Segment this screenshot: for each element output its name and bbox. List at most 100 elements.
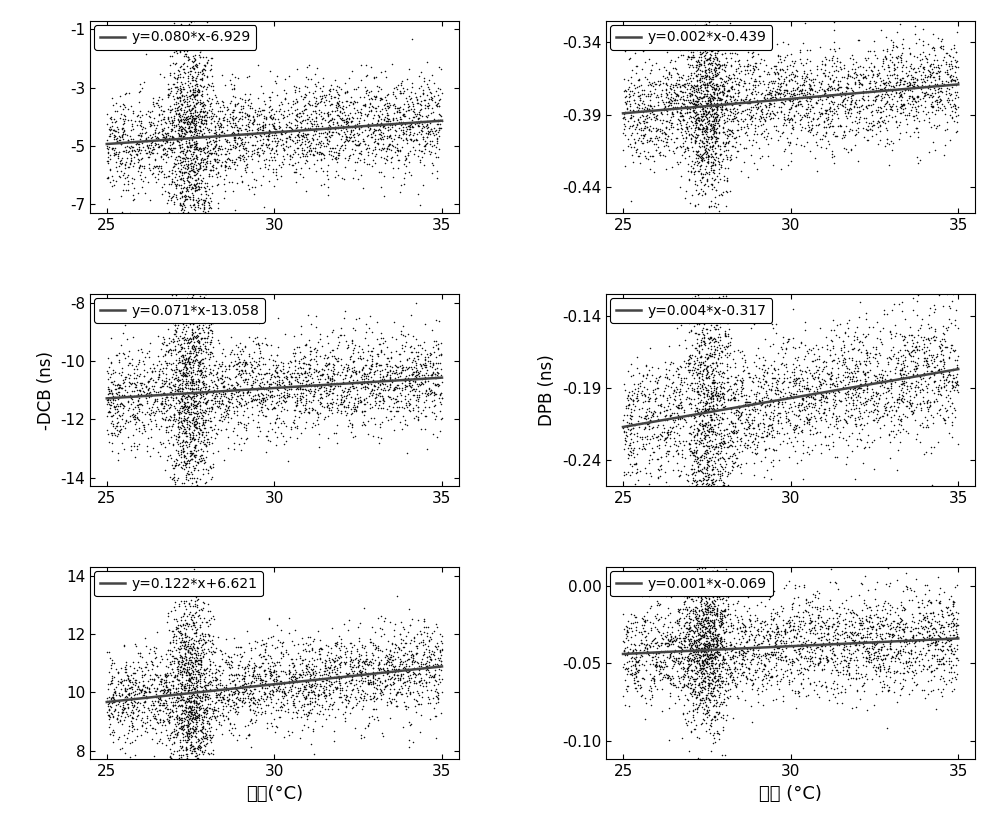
Point: [164, 486, 180, 499]
Point: [297, 401, 313, 414]
Point: [836, 340, 852, 354]
Point: [705, 276, 721, 290]
Point: [196, 663, 212, 676]
Point: [107, 422, 123, 435]
Point: [181, 673, 197, 686]
Point: [298, 154, 314, 167]
Point: [703, 108, 719, 121]
Point: [333, 395, 349, 408]
Point: [405, 735, 421, 749]
Point: [230, 640, 246, 653]
Point: [714, 72, 730, 85]
Point: [850, 121, 866, 134]
Point: [662, 635, 678, 648]
Point: [637, 631, 653, 644]
Point: [200, 642, 216, 656]
Point: [879, 642, 895, 656]
Point: [889, 102, 905, 115]
Point: [661, 444, 677, 457]
Point: [875, 115, 891, 129]
Point: [187, 421, 203, 434]
Point: [692, 150, 708, 164]
Point: [240, 150, 256, 164]
Point: [307, 674, 323, 687]
Point: [179, 696, 195, 709]
Point: [235, 691, 251, 704]
Point: [878, 612, 894, 625]
Point: [824, 663, 840, 676]
Point: [370, 376, 386, 389]
Point: [147, 684, 163, 697]
Point: [310, 383, 326, 397]
Point: [692, 752, 708, 765]
Point: [698, 148, 714, 161]
Point: [170, 157, 186, 170]
Point: [695, 356, 711, 369]
Point: [753, 617, 769, 630]
Point: [676, 595, 692, 608]
Point: [413, 627, 429, 641]
Point: [860, 409, 876, 422]
Point: [662, 92, 678, 105]
Point: [689, 657, 705, 670]
Point: [217, 696, 233, 710]
Point: [267, 154, 283, 167]
Point: [291, 369, 307, 382]
Point: [302, 695, 318, 708]
Point: [420, 100, 436, 113]
Point: [177, 642, 193, 656]
Point: [912, 322, 928, 335]
Point: [722, 671, 738, 684]
Point: [182, 767, 198, 780]
Point: [416, 120, 432, 134]
Point: [722, 347, 738, 360]
Point: [868, 651, 884, 664]
Point: [711, 229, 727, 242]
Point: [874, 338, 890, 351]
Point: [948, 619, 964, 632]
Point: [683, 640, 699, 653]
Point: [863, 99, 879, 112]
Point: [669, 73, 685, 86]
Point: [617, 662, 633, 676]
Point: [827, 393, 843, 407]
Point: [257, 393, 273, 407]
Point: [703, 119, 719, 132]
Point: [401, 90, 417, 103]
Point: [696, 335, 712, 349]
Point: [892, 106, 908, 120]
Point: [844, 374, 860, 388]
Point: [691, 339, 707, 353]
Point: [267, 658, 283, 671]
Point: [714, 62, 730, 76]
Point: [173, 259, 189, 272]
Point: [667, 100, 683, 114]
Point: [271, 98, 287, 111]
Point: [183, 755, 199, 769]
Point: [863, 653, 879, 666]
Point: [188, 173, 204, 187]
Point: [225, 696, 241, 709]
Point: [724, 455, 740, 468]
Point: [191, 684, 207, 697]
Point: [221, 687, 237, 701]
Point: [860, 654, 876, 667]
Point: [698, 372, 714, 385]
Point: [763, 405, 779, 418]
Point: [731, 66, 747, 80]
Point: [658, 667, 674, 681]
Point: [833, 343, 849, 356]
Point: [382, 677, 398, 691]
Point: [864, 82, 880, 95]
Point: [179, 729, 195, 742]
Point: [676, 598, 692, 611]
Point: [345, 148, 361, 161]
Point: [197, 383, 213, 396]
Point: [350, 661, 366, 674]
Point: [416, 146, 432, 159]
Point: [837, 128, 853, 141]
Point: [172, 164, 188, 178]
Point: [274, 97, 290, 110]
Point: [713, 93, 729, 106]
Point: [866, 648, 882, 662]
